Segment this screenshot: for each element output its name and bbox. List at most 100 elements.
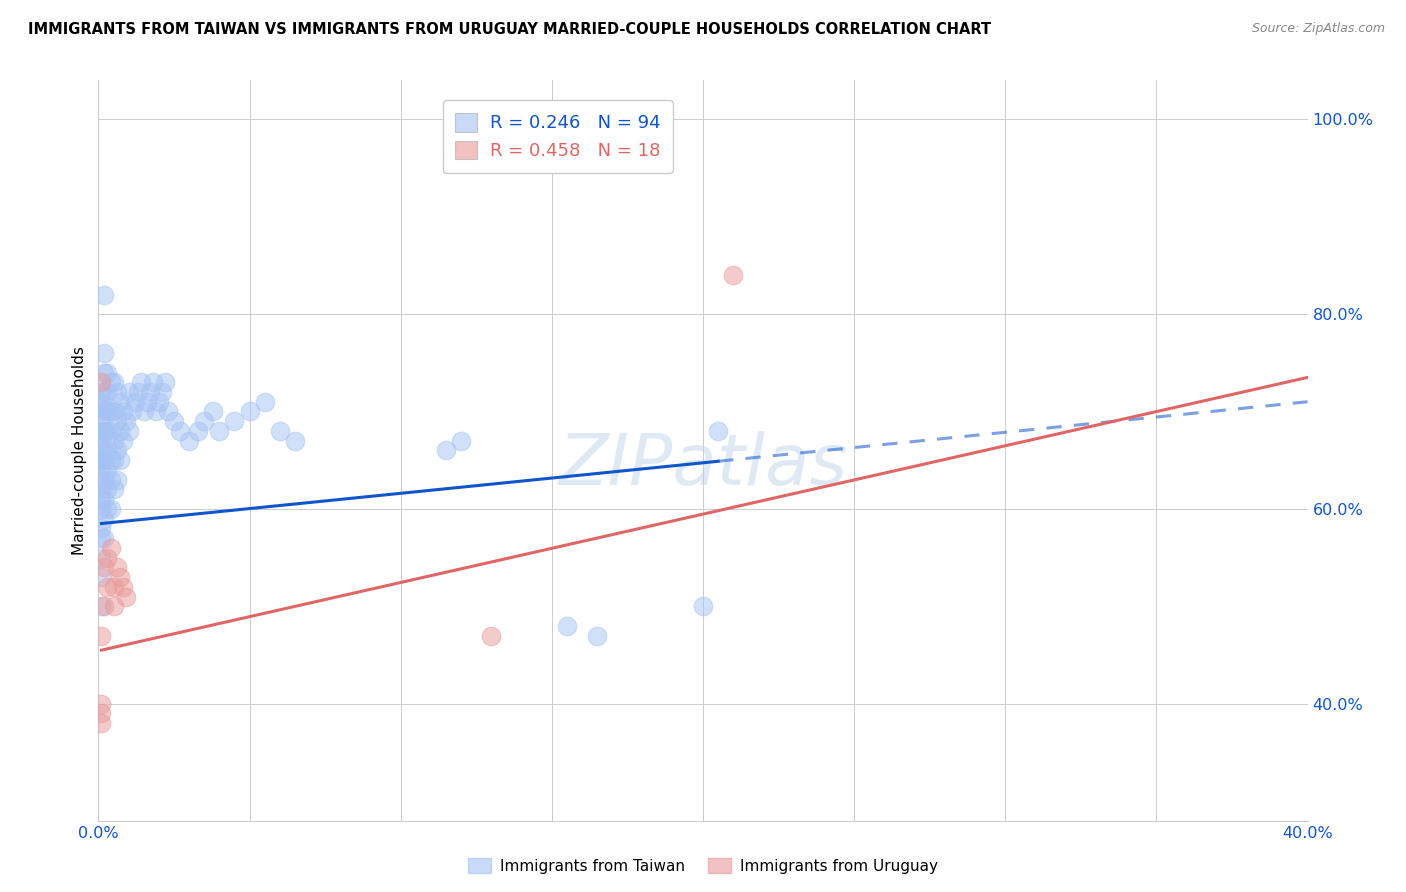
Point (108, 570, 131, 584)
Point (103, 376, 125, 390)
Point (103, 580, 125, 594)
Point (90, 521, 112, 535)
Point (142, 376, 165, 390)
Point (135, 394, 157, 409)
Point (108, 453, 131, 467)
Point (93, 511, 115, 525)
Point (103, 599, 125, 614)
Point (90, 453, 112, 467)
Point (105, 414, 128, 428)
Point (90, 629, 112, 643)
Point (129, 376, 152, 390)
Point (90, 384, 112, 399)
Point (481, 629, 503, 643)
Point (93, 453, 115, 467)
Point (103, 453, 125, 467)
Point (105, 560, 128, 574)
Point (103, 483, 125, 497)
Point (96, 483, 118, 497)
Point (187, 424, 209, 438)
Point (90, 414, 112, 428)
Point (90, 394, 112, 409)
Point (586, 629, 609, 643)
Point (139, 384, 162, 399)
Point (93, 560, 115, 574)
Point (90, 473, 112, 487)
Point (96, 404, 118, 418)
Text: ZIPatlas: ZIPatlas (558, 431, 848, 500)
Point (193, 414, 215, 428)
Point (692, 599, 714, 614)
Point (179, 434, 201, 448)
Point (132, 404, 155, 418)
Point (93, 404, 115, 418)
Point (103, 404, 125, 418)
Point (105, 443, 128, 458)
Point (239, 404, 262, 418)
Point (118, 424, 141, 438)
Point (156, 404, 179, 418)
Point (100, 502, 122, 516)
Point (90, 434, 112, 448)
Legend: R = 0.246   N = 94, R = 0.458   N = 18: R = 0.246 N = 94, R = 0.458 N = 18 (443, 101, 673, 172)
Point (100, 376, 122, 390)
Point (253, 394, 276, 409)
Point (96, 366, 118, 380)
Point (96, 580, 118, 594)
Point (127, 384, 149, 399)
Point (118, 384, 141, 399)
Point (108, 424, 131, 438)
Point (90, 599, 112, 614)
Point (90, 463, 112, 477)
Point (202, 404, 225, 418)
Point (93, 492, 115, 507)
Point (90, 424, 112, 438)
Text: IMMIGRANTS FROM TAIWAN VS IMMIGRANTS FROM URUGUAY MARRIED-COUPLE HOUSEHOLDS CORR: IMMIGRANTS FROM TAIWAN VS IMMIGRANTS FRO… (28, 22, 991, 37)
Point (434, 443, 457, 458)
Point (108, 394, 131, 409)
Point (96, 384, 118, 399)
Point (90, 443, 112, 458)
Point (90, 697, 112, 711)
Point (90, 531, 112, 545)
Point (90, 492, 112, 507)
Point (90, 483, 112, 497)
Point (90, 706, 112, 721)
Point (90, 716, 112, 731)
Text: Source: ZipAtlas.com: Source: ZipAtlas.com (1251, 22, 1385, 36)
Point (90, 502, 112, 516)
Point (169, 424, 191, 438)
Point (93, 473, 115, 487)
Point (150, 384, 173, 399)
Point (121, 404, 143, 418)
Point (100, 424, 122, 438)
Point (105, 384, 128, 399)
Point (124, 394, 146, 409)
Point (111, 434, 134, 448)
Point (93, 384, 115, 399)
Point (269, 424, 291, 438)
Point (90, 453, 112, 467)
Point (100, 473, 122, 487)
Point (148, 394, 170, 409)
Point (93, 346, 115, 360)
Point (93, 599, 115, 614)
Point (103, 434, 125, 448)
Point (90, 376, 112, 390)
Point (93, 443, 115, 458)
Point (114, 590, 136, 604)
Point (111, 404, 134, 418)
Point (100, 541, 122, 555)
Point (100, 453, 122, 467)
Point (96, 463, 118, 477)
Point (224, 414, 246, 428)
Point (93, 366, 115, 380)
Point (96, 502, 118, 516)
Point (105, 473, 128, 487)
Point (111, 580, 134, 594)
Point (93, 287, 115, 301)
Legend: Immigrants from Taiwan, Immigrants from Uruguay: Immigrants from Taiwan, Immigrants from … (461, 852, 945, 880)
Point (707, 424, 730, 438)
Point (96, 424, 118, 438)
Point (114, 414, 136, 428)
